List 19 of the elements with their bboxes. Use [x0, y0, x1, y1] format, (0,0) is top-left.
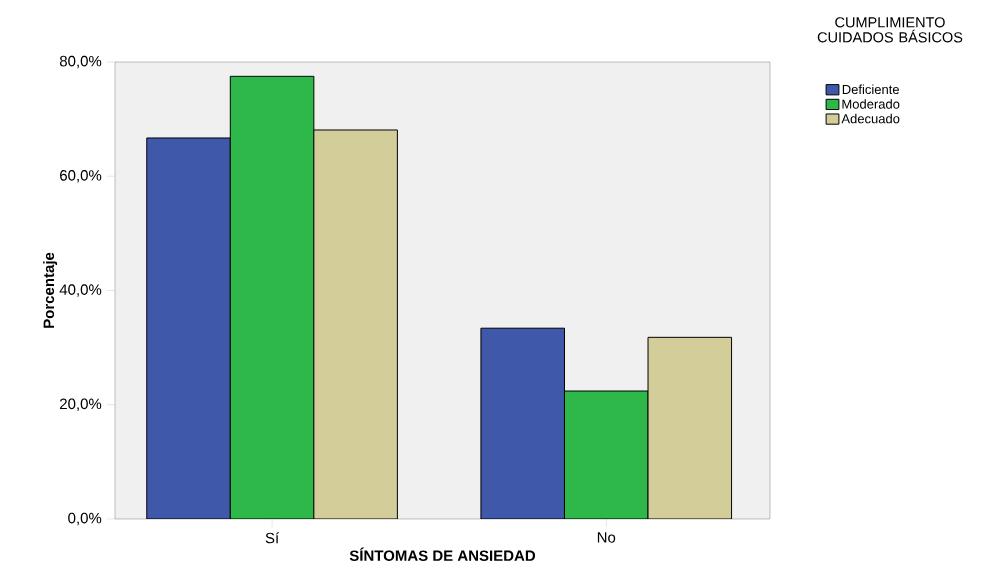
bar [563, 390, 649, 519]
x-axis-title: SÍNTOMAS DE ANSIEDAD [349, 547, 536, 562]
legend-label: Adecuado [841, 113, 900, 124]
y-tick-label: 0,0% [68, 512, 102, 526]
bar [480, 327, 565, 519]
y-tick-label: 60,0% [60, 170, 102, 183]
x-tick-label: No [597, 532, 616, 543]
x-tick-label: Sí [265, 532, 280, 544]
legend-label: Moderado [842, 99, 900, 109]
y-tick-label: 80,0% [59, 55, 102, 69]
bar [313, 129, 398, 519]
y-axis-title: Porcentaje [43, 252, 58, 328]
legend-title: CUMPLIMIENTO CUIDADOS BÁSICOS [817, 17, 963, 43]
legend-label: Deficiente [842, 84, 899, 95]
bar [146, 137, 231, 519]
bar [647, 336, 733, 519]
y-tick-label: 40,0% [59, 284, 102, 297]
y-tick-label: 20,0% [60, 398, 102, 411]
bar [229, 75, 315, 519]
